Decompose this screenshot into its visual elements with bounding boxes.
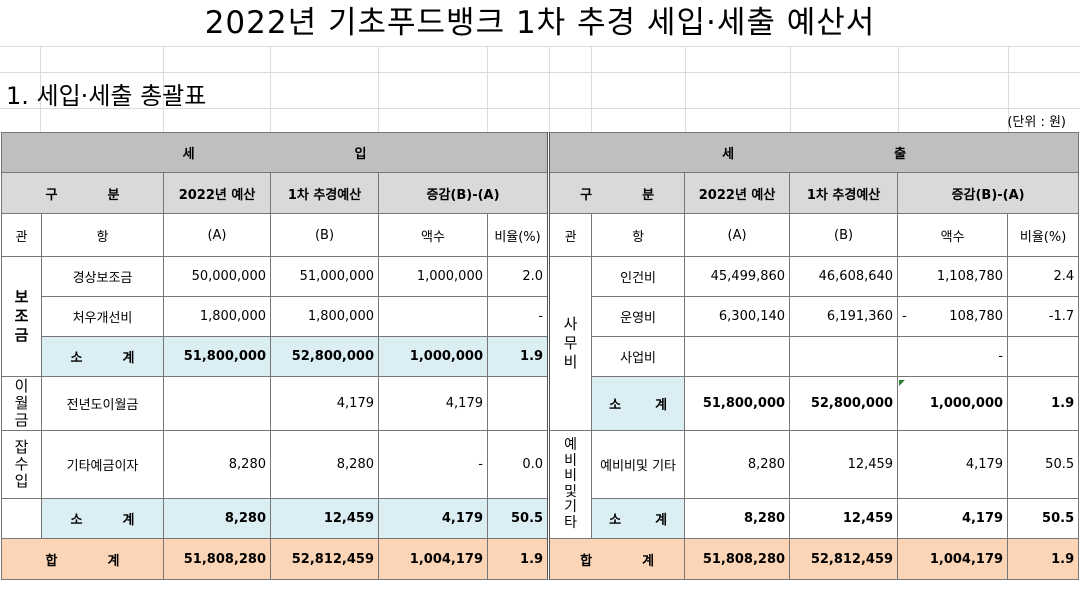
revenue-amount: 액수 — [378, 213, 488, 257]
header-row-sub: 관 항 (A) (B) 액수 비율(%) 관 항 (A) (B) 액수 비율(%… — [1, 213, 1080, 257]
revenue-col-diff: 증감(B)-(A) — [377, 172, 550, 214]
expense-col-diff: 증감(B)-(A) — [897, 172, 1080, 214]
section-title: 1. 세입·세출 총괄표 — [6, 82, 207, 110]
cell-comment-marker[interactable] — [899, 380, 905, 386]
revenue-b: (B) — [270, 213, 379, 257]
expense-amount: 액수 — [897, 213, 1009, 257]
expense-b: (B) — [789, 213, 899, 257]
group-subsidy: 보조금 — [1, 256, 42, 377]
revenue-col-2022: 2022년 예산 — [163, 172, 271, 214]
table-row: 잡수입 기타예금이자 8,280 8,280 - 0.0 예비비및기타 예비비및… — [1, 430, 1080, 539]
group-misc: 잡수입 — [1, 430, 42, 499]
revenue-gwan: 관 — [1, 213, 42, 257]
revenue-a: (A) — [163, 213, 271, 257]
unit-label: (단위 : 원) — [1007, 115, 1066, 130]
table-row: 보조금 경상보조금 50,000,000 51,000,000 1,000,00… — [1, 256, 1080, 431]
expense-a: (A) — [684, 213, 791, 257]
table-row: 처우개선비 1,800,000 1,800,000 - 운영비 6,300,14… — [2, 296, 1080, 337]
expense-col-1st: 1차 추경예산 — [789, 172, 899, 214]
group-ops: 사무비 — [547, 256, 593, 431]
revenue-ratio: 비율(%) — [486, 213, 550, 257]
group-carryover: 이월금 — [1, 376, 42, 431]
revenue-col-1st: 1차 추경예산 — [270, 172, 379, 214]
expense-col-2022: 2022년 예산 — [684, 172, 791, 214]
group-reserve: 예비비및기타 — [547, 430, 593, 539]
expense-ratio: 비율(%) — [1007, 213, 1080, 257]
revenue-hang: 항 — [41, 213, 164, 257]
page-title: 2022년 기초푸드뱅크 1차 추경 세입·세출 예산서 — [204, 5, 876, 41]
expense-hang: 항 — [591, 213, 686, 257]
expense-gwan: 관 — [547, 213, 593, 257]
